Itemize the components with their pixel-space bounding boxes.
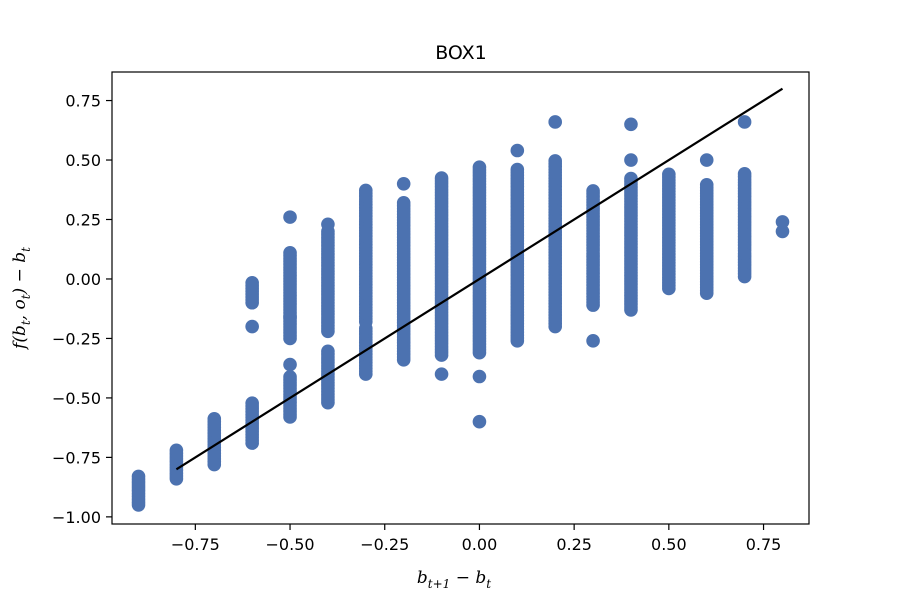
data-point <box>283 357 297 372</box>
x-tick-label: 0.50 <box>651 535 687 554</box>
data-point <box>245 275 259 290</box>
data-point <box>586 184 600 198</box>
point-column <box>472 160 487 429</box>
x-axis-label: bt+1 − bt <box>417 568 491 591</box>
y-tick-label: −0.50 <box>52 389 101 408</box>
data-point <box>775 224 790 239</box>
data-point <box>624 153 638 167</box>
reference-line <box>175 87 784 471</box>
data-point <box>472 414 487 429</box>
x-label-sub1: t+1 <box>428 577 451 591</box>
data-point <box>434 367 449 381</box>
y-label-pre: f(b <box>10 325 30 351</box>
line-layer <box>175 87 784 471</box>
x-tick-label: −0.25 <box>360 535 409 554</box>
data-point <box>358 183 373 198</box>
point-column <box>396 177 411 367</box>
x-label-mid: − b <box>450 568 486 588</box>
x-axis-ticks: −0.75 −0.50 −0.25 0.00 0.25 0.50 0.75 <box>171 524 782 554</box>
point-column <box>434 171 449 381</box>
data-point <box>510 143 525 158</box>
point-column <box>245 275 259 450</box>
y-label-sub1: t <box>19 320 33 325</box>
point-column <box>624 117 638 317</box>
data-point <box>169 443 184 458</box>
x-tick-label: 0.25 <box>556 535 592 554</box>
x-tick-label: −0.50 <box>266 535 315 554</box>
y-axis-ticks: −1.00 −0.75 −0.50 −0.25 0.00 0.25 0.50 0.75 <box>52 92 112 527</box>
data-point <box>245 396 259 410</box>
point-column <box>586 184 600 348</box>
data-point <box>131 469 146 484</box>
data-point <box>207 412 222 426</box>
points-layer <box>131 115 790 512</box>
y-label-mid1: , o <box>10 299 30 320</box>
data-point <box>321 217 335 232</box>
data-point <box>245 319 259 334</box>
plot-frame <box>111 71 810 525</box>
x-label-sub2: t <box>486 577 491 591</box>
chart-title: BOX1 <box>435 42 487 64</box>
data-point <box>283 246 297 260</box>
data-point <box>396 177 411 191</box>
point-column <box>131 469 146 512</box>
data-point <box>283 210 297 224</box>
x-tick-label: 0.00 <box>462 535 498 554</box>
y-label-sub2: t <box>19 294 33 299</box>
point-column <box>358 183 373 381</box>
point-column <box>283 210 297 424</box>
x-tick-label: −0.75 <box>171 535 220 554</box>
point-column <box>169 443 184 486</box>
data-point <box>548 115 563 129</box>
y-axis-label: f(bt, ot) − bt <box>10 247 33 351</box>
data-point <box>662 167 676 182</box>
data-point <box>434 171 449 185</box>
data-point <box>510 162 525 177</box>
data-point <box>737 167 752 181</box>
y-label-sub3: t <box>19 247 33 252</box>
data-point <box>396 196 411 210</box>
data-point <box>472 160 487 174</box>
y-tick-label: 0.75 <box>65 92 101 111</box>
data-point <box>699 153 714 167</box>
data-point <box>699 177 714 192</box>
data-point <box>321 344 335 359</box>
point-column <box>207 412 222 472</box>
y-tick-label: −0.25 <box>52 329 101 348</box>
point-column <box>662 167 676 296</box>
y-tick-label: −0.75 <box>52 448 101 467</box>
y-tick-label: 0.25 <box>65 210 101 229</box>
data-point <box>283 310 297 324</box>
point-column <box>510 143 525 348</box>
y-tick-label: 0.50 <box>65 151 101 170</box>
point-column <box>737 115 752 284</box>
x-tick-label: 0.75 <box>746 535 782 554</box>
point-column <box>548 115 563 334</box>
data-point <box>586 334 600 348</box>
data-point <box>775 215 790 229</box>
x-label-main: b <box>417 568 428 588</box>
point-column <box>321 217 335 410</box>
data-point <box>624 117 638 132</box>
y-label-mid2: ) − b <box>10 252 30 296</box>
data-point <box>472 369 487 384</box>
point-column <box>699 153 714 301</box>
y-tick-label: 0.00 <box>65 270 101 289</box>
point-column <box>775 215 790 239</box>
data-point <box>548 154 563 168</box>
data-point <box>283 370 297 384</box>
y-tick-label: −1.00 <box>52 508 101 527</box>
data-point <box>737 115 752 129</box>
